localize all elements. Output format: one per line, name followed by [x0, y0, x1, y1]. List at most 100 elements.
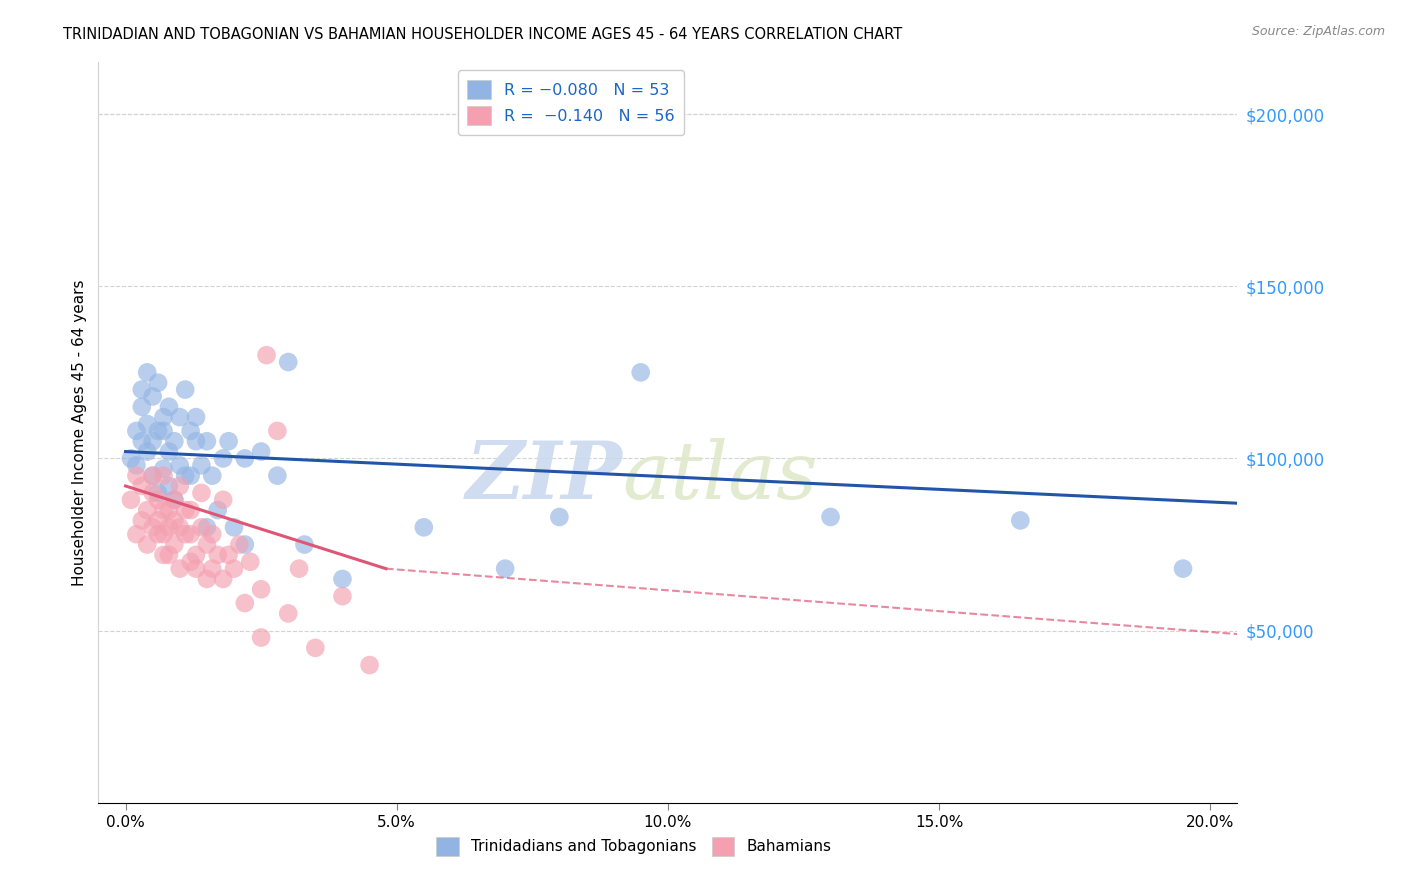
Point: [120, 451, 142, 466]
Point: [169, 561, 191, 575]
Point: [142, 468, 165, 483]
Point: [332, 572, 354, 586]
Point: [195, 537, 218, 551]
Point: [233, 451, 256, 466]
Point: [1010, 513, 1032, 527]
Point: [136, 365, 159, 379]
Point: [142, 468, 165, 483]
Y-axis label: Householder Income Ages 45 - 64 years: Householder Income Ages 45 - 64 years: [72, 279, 87, 586]
Point: [169, 520, 191, 534]
Point: [152, 503, 174, 517]
Point: [207, 548, 229, 562]
Point: [136, 537, 159, 551]
Point: [359, 658, 381, 673]
Point: [195, 520, 218, 534]
Point: [184, 561, 207, 575]
Point: [152, 410, 174, 425]
Point: [212, 492, 235, 507]
Point: [184, 434, 207, 449]
Point: [184, 410, 207, 425]
Point: [146, 527, 169, 541]
Point: [212, 451, 235, 466]
Point: [184, 548, 207, 562]
Point: [131, 434, 153, 449]
Point: [233, 596, 256, 610]
Point: [277, 607, 299, 621]
Point: [195, 434, 218, 449]
Point: [157, 520, 180, 534]
Point: [163, 434, 186, 449]
Point: [195, 572, 218, 586]
Point: [136, 503, 159, 517]
Point: [157, 444, 180, 458]
Point: [218, 434, 240, 449]
Point: [163, 492, 186, 507]
Point: [136, 417, 159, 431]
Point: [125, 424, 148, 438]
Point: [266, 424, 288, 438]
Point: [201, 561, 224, 575]
Point: [146, 486, 169, 500]
Point: [174, 383, 197, 397]
Point: [277, 355, 299, 369]
Point: [152, 527, 174, 541]
Point: [169, 458, 191, 473]
Point: [174, 503, 197, 517]
Point: [222, 561, 245, 575]
Point: [152, 468, 174, 483]
Point: [190, 458, 212, 473]
Point: [630, 365, 652, 379]
Point: [131, 479, 153, 493]
Legend: Trinidadians and Tobagonians, Bahamians: Trinidadians and Tobagonians, Bahamians: [430, 831, 838, 862]
Point: [157, 479, 180, 493]
Point: [142, 486, 165, 500]
Point: [412, 520, 434, 534]
Point: [288, 561, 311, 575]
Point: [125, 468, 148, 483]
Point: [146, 376, 169, 390]
Point: [146, 492, 169, 507]
Point: [332, 589, 354, 603]
Point: [152, 424, 174, 438]
Point: [218, 548, 240, 562]
Point: [304, 640, 326, 655]
Point: [256, 348, 278, 362]
Point: [180, 555, 202, 569]
Point: [548, 510, 571, 524]
Point: [174, 468, 197, 483]
Point: [174, 527, 197, 541]
Point: [201, 468, 224, 483]
Point: [820, 510, 842, 524]
Point: [131, 400, 153, 414]
Point: [131, 513, 153, 527]
Point: [169, 479, 191, 493]
Point: [125, 527, 148, 541]
Point: [222, 520, 245, 534]
Point: [157, 548, 180, 562]
Point: [163, 513, 186, 527]
Point: [212, 572, 235, 586]
Point: [169, 410, 191, 425]
Point: [239, 555, 262, 569]
Point: [294, 537, 316, 551]
Point: [233, 537, 256, 551]
Point: [142, 389, 165, 403]
Point: [157, 400, 180, 414]
Point: [125, 458, 148, 473]
Text: atlas: atlas: [623, 438, 818, 516]
Point: [228, 537, 250, 551]
Point: [157, 503, 180, 517]
Point: [146, 513, 169, 527]
Point: [163, 537, 186, 551]
Point: [207, 503, 229, 517]
Point: [146, 424, 169, 438]
Point: [142, 434, 165, 449]
Point: [180, 424, 202, 438]
Text: Source: ZipAtlas.com: Source: ZipAtlas.com: [1251, 25, 1385, 38]
Point: [180, 527, 202, 541]
Text: TRINIDADIAN AND TOBAGONIAN VS BAHAMIAN HOUSEHOLDER INCOME AGES 45 - 64 YEARS COR: TRINIDADIAN AND TOBAGONIAN VS BAHAMIAN H…: [63, 27, 903, 42]
Point: [180, 503, 202, 517]
Point: [136, 444, 159, 458]
Point: [494, 561, 516, 575]
Point: [201, 527, 224, 541]
